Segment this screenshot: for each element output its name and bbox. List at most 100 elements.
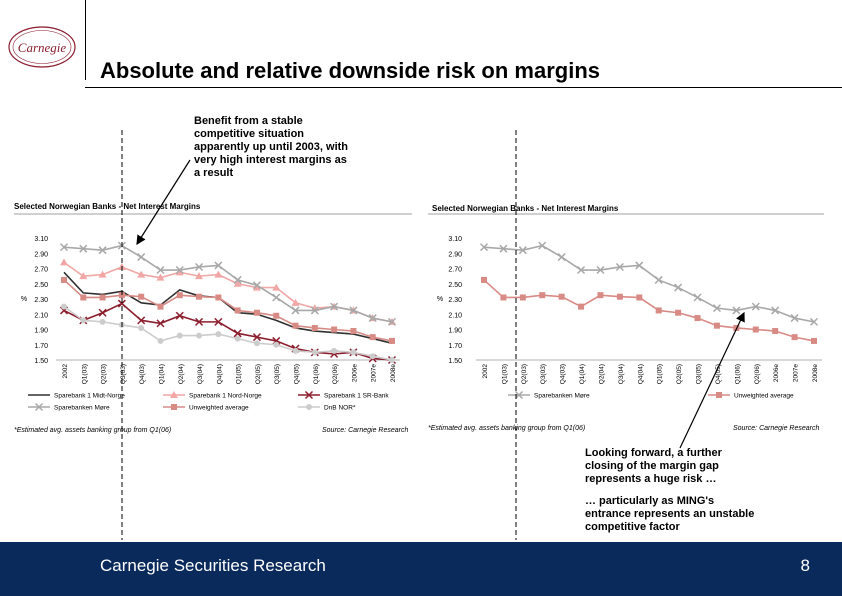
y-tick-label: 1.90: [448, 328, 462, 335]
data-point: [175, 311, 184, 320]
x-tick-label: Q3(03): [540, 364, 547, 384]
header-horizontal-rule: [85, 87, 842, 88]
data-point: [137, 253, 146, 262]
data-point: [195, 317, 204, 326]
data-point: [310, 306, 319, 315]
x-tick-label: Q2(06): [332, 364, 339, 384]
data-point: [214, 270, 223, 278]
data-point: [596, 265, 605, 275]
legend-label: Sparebank 1 Midt-Norge: [54, 393, 125, 400]
data-point: [273, 341, 280, 348]
data-point: [252, 333, 261, 342]
data-point: [157, 337, 164, 344]
series-line: [63, 305, 393, 361]
data-point: [98, 270, 107, 278]
data-point: [80, 317, 87, 324]
data-point: [615, 262, 624, 272]
x-tick-label: Q3(04): [197, 364, 204, 384]
x-tick-label: Q2(05): [255, 364, 262, 384]
data-point: [252, 281, 261, 290]
data-point: [809, 317, 819, 326]
x-tick-label: Q3(04): [618, 364, 625, 384]
y-tick-label: 3.10: [448, 236, 462, 243]
data-point: [272, 293, 281, 302]
data-point: [80, 294, 87, 301]
data-point: [500, 294, 507, 301]
data-point: [175, 265, 184, 275]
data-point: [291, 298, 300, 306]
x-tick-label: Q1(05): [657, 364, 664, 384]
data-point: [61, 303, 67, 310]
data-point: [234, 335, 241, 342]
x-tick-label: 2006e: [773, 364, 780, 382]
x-tick-label: Q2(03): [101, 364, 108, 384]
series-line: [63, 279, 393, 342]
y-tick-label: 1.70: [34, 343, 48, 350]
x-tick-label: Q4(05): [294, 364, 301, 384]
series-line: [483, 279, 815, 342]
legend-marker: [514, 390, 524, 400]
data-point: [215, 294, 222, 301]
data-point: [214, 317, 223, 326]
data-point: [138, 324, 145, 331]
series-line: [63, 271, 393, 345]
data-point: [99, 294, 106, 301]
x-tick-label: 2008e: [812, 364, 819, 382]
data-point: [655, 307, 662, 314]
data-point: [369, 334, 376, 341]
data-point: [311, 349, 318, 356]
y-axis-label: %: [437, 296, 443, 303]
y-tick-label: 2.10: [448, 312, 462, 319]
data-point: [253, 340, 260, 347]
data-point: [118, 292, 125, 299]
x-tick-label: Q1(04): [158, 364, 165, 384]
y-tick-label: 2.30: [448, 297, 462, 304]
chart-right-footnote: *Estimated avg. assets banking group fro…: [428, 425, 586, 432]
legend-label: DnB NOR*: [324, 405, 356, 412]
data-point: [196, 332, 203, 339]
y-tick-label: 1.50: [448, 358, 462, 365]
arrow-to-right-chart: [679, 311, 745, 449]
data-point: [518, 246, 527, 255]
data-point: [61, 276, 67, 283]
footer-text: Carnegie Securities Research: [100, 556, 326, 575]
annotation-ming: … particularly as MING's entrance repres…: [585, 495, 755, 533]
chart-right: 3.10 2.90 2.70 2.50 2.30 2.10 1.90 1.70 1.50% 200…: [437, 236, 822, 400]
data-point: [98, 246, 107, 255]
x-tick-label: Q1(03): [501, 364, 508, 384]
data-point: [60, 258, 68, 266]
data-point: [771, 306, 780, 315]
series-line: [63, 244, 393, 323]
x-tick-label: Q3(05): [696, 364, 703, 384]
data-point: [195, 272, 204, 280]
y-tick-label: 1.50: [34, 358, 48, 365]
data-point: [499, 244, 508, 253]
data-point: [233, 275, 242, 284]
legend-label: Sparebank 1 SR-Bank: [324, 393, 389, 400]
data-point: [138, 293, 145, 300]
data-point: [273, 312, 280, 319]
x-tick-label: 2008e: [390, 364, 397, 382]
annotation-margin-gap: Looking forward, a further closing of th…: [585, 447, 722, 485]
data-point: [176, 292, 183, 299]
series-5: [61, 303, 395, 363]
page-title: Absolute and relative downside risk on m…: [100, 58, 601, 83]
data-point: [233, 279, 242, 287]
data-point: [137, 316, 146, 325]
legend-label: Unweighted average: [189, 405, 249, 412]
series-4: [61, 276, 395, 344]
x-tick-label: Q2(04): [598, 364, 605, 384]
data-point: [712, 304, 721, 313]
y-tick-label: 2.90: [448, 251, 462, 258]
data-point: [233, 329, 242, 338]
data-point: [654, 275, 663, 284]
data-point: [349, 306, 358, 315]
data-point: [558, 293, 565, 300]
data-point: [577, 265, 586, 275]
x-tick-label: Q1(03): [81, 364, 88, 384]
data-point: [59, 243, 69, 252]
data-point: [713, 322, 720, 329]
data-point: [539, 292, 546, 299]
chart-left-title: Selected Norwegian Banks - Net Interest …: [14, 202, 201, 211]
data-point: [156, 319, 165, 328]
